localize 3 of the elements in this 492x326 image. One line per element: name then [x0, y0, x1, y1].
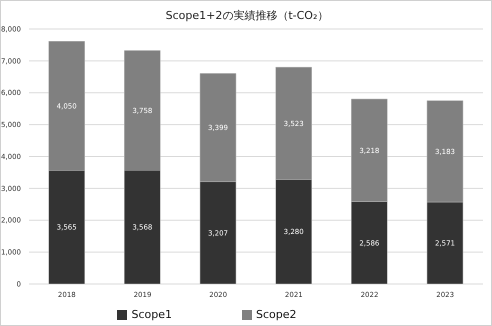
legend-label: Scope2 — [256, 308, 297, 321]
legend-label: Scope1 — [131, 308, 172, 321]
chart-title: Scope1+2の実績推移（t-CO₂） — [166, 9, 328, 22]
